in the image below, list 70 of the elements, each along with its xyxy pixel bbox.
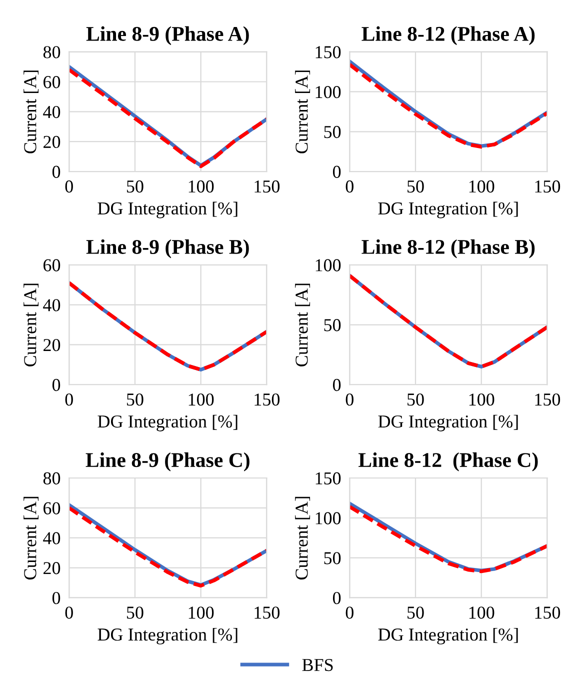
x-axis-title: DG Integration [%] [98,628,238,644]
chart-title: Line 8-9 (Phase C) [86,452,250,472]
y-tick-label: 60 [44,76,60,88]
y-tick-label: 20 [44,338,60,352]
x-tick-label: 150 [254,606,280,619]
y-tick-label: 0 [52,166,60,178]
y-axis-title: Current [A] [295,284,310,366]
x-axis-title: DG Integration [%] [378,628,518,644]
line-series [69,281,267,372]
y-tick-label: 40 [43,299,60,312]
y-tick-label: 0 [332,166,341,178]
x-tick-label: 100 [469,393,494,406]
y-tick-label: 80 [43,472,60,484]
y-tick-label: 100 [316,86,341,98]
y-tick-label: 0 [332,592,341,604]
y-tick-label: 150 [316,46,341,58]
y-axis-title: Current [A] [24,70,39,154]
x-tick-label: 100 [188,180,214,193]
y-tick-label: 60 [44,502,60,514]
x-tick-label: 150 [254,180,280,193]
x-tick-label: 0 [346,393,354,406]
x-axis-title: DG Integration [%] [98,414,238,432]
x-axis-title: DG Integration [%] [378,414,518,432]
y-tick-label: 100 [316,512,341,524]
x-tick-label: 150 [535,606,560,619]
y-tick-label: 40 [43,532,60,544]
line-series [350,274,548,368]
x-tick-label: 50 [408,393,424,406]
x-axis-title: DG Integration [%] [98,202,238,218]
y-tick-label: 50 [324,319,341,332]
x-tick-label: 100 [188,393,214,406]
y-axis-title: Current [A] [295,496,310,580]
chart-title: Line 8-12 (Phase B) [362,239,535,258]
y-axis-title: Current [A] [24,284,39,366]
x-tick-label: 50 [408,606,424,619]
x-tick-label: 0 [346,180,354,193]
y-tick-label: 50 [324,126,341,138]
y-tick-label: 100 [316,259,341,272]
x-tick-label: 150 [535,393,560,406]
y-tick-label: 80 [43,46,60,58]
x-tick-label: 150 [254,393,280,406]
x-tick-label: 0 [65,606,73,619]
x-tick-label: 100 [469,606,494,619]
y-tick-label: 0 [332,378,341,392]
x-tick-label: 0 [65,180,73,193]
x-tick-label: 100 [188,606,214,619]
chart-title: Line 8-12 (Phase A) [362,26,535,46]
chart-title: Line 8-9 (Phase B) [86,239,249,258]
chart-title: Line 8-9 (Phase A) [86,26,249,46]
x-tick-label: 50 [126,180,144,193]
x-tick-label: 0 [346,606,354,619]
x-tick-label: 50 [126,606,144,619]
y-tick-label: 0 [52,378,60,392]
x-tick-label: 100 [469,180,494,193]
y-tick-label: 150 [316,472,341,484]
x-tick-label: 150 [535,180,560,193]
legend-label: BFS [302,658,333,672]
y-tick-label: 60 [44,259,60,272]
y-axis-title: Current [A] [24,496,39,580]
y-tick-label: 0 [52,592,60,604]
y-axis-title: Current [A] [295,70,310,154]
x-tick-label: 0 [65,393,73,406]
x-tick-label: 50 [408,180,424,193]
y-tick-label: 40 [43,106,60,118]
y-tick-label: 50 [324,552,341,564]
y-tick-label: 20 [44,562,60,574]
y-tick-label: 20 [44,136,60,148]
x-tick-label: 50 [126,393,144,406]
chart-title: Line 8-12 (Phase C) [358,452,538,472]
x-axis-title: DG Integration [%] [378,202,518,218]
